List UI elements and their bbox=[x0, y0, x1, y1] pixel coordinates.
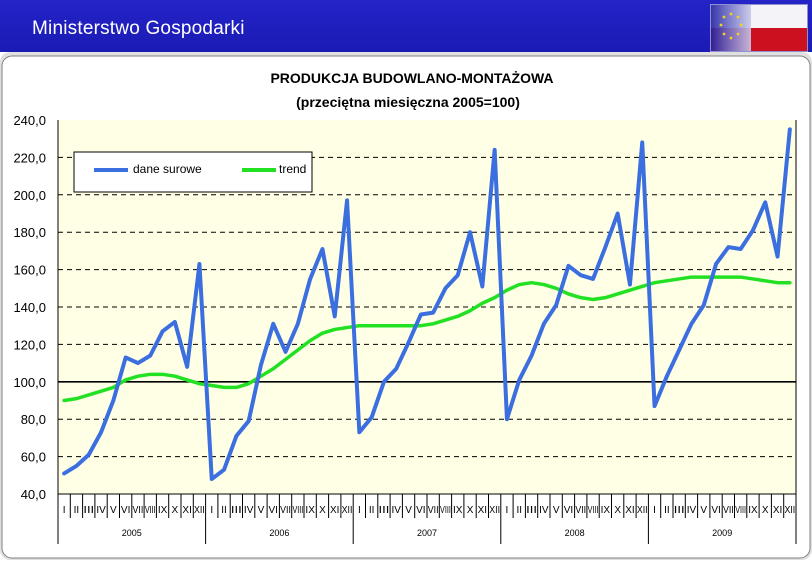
series-line-dane-surowe bbox=[62, 127, 792, 482]
month-label: IX bbox=[453, 505, 463, 516]
month-label: I bbox=[653, 505, 656, 516]
flag-logo bbox=[710, 4, 808, 52]
month-label: X bbox=[762, 505, 769, 516]
month-label: VI bbox=[121, 505, 130, 516]
month-label: V bbox=[553, 505, 560, 516]
y-tick-label: 180,0 bbox=[13, 225, 46, 240]
year-label: 2006 bbox=[269, 528, 289, 538]
year-label: 2008 bbox=[565, 528, 585, 538]
month-label: X bbox=[467, 505, 474, 516]
chart-frame: PRODUKCJA BUDOWLANO-MONTAŻOWA (przeciętn… bbox=[0, 52, 812, 560]
chart: PRODUKCJA BUDOWLANO-MONTAŻOWA (przeciętn… bbox=[1, 55, 811, 559]
month-label: X bbox=[614, 505, 621, 516]
month-label: IV bbox=[392, 505, 402, 516]
y-tick-label: 140,0 bbox=[13, 300, 46, 315]
month-label: V bbox=[110, 505, 117, 516]
month-label: III bbox=[231, 505, 242, 516]
month-label: V bbox=[405, 505, 412, 516]
header-bar: Ministerstwo Gospodarki bbox=[0, 0, 812, 52]
month-label: XII bbox=[342, 505, 353, 516]
month-label: III bbox=[379, 505, 390, 516]
month-label: VI bbox=[711, 505, 720, 516]
month-label: VII bbox=[133, 505, 144, 516]
month-label: VI bbox=[564, 505, 573, 516]
month-label: III bbox=[674, 505, 685, 516]
month-label: XII bbox=[194, 505, 205, 516]
header-title: Ministerstwo Gospodarki bbox=[32, 18, 245, 39]
month-label: VII bbox=[723, 505, 734, 516]
month-label: I bbox=[210, 505, 213, 516]
month-label: XI bbox=[478, 505, 487, 516]
month-label: IX bbox=[748, 505, 758, 516]
month-label: IV bbox=[244, 505, 254, 516]
month-label: X bbox=[319, 505, 326, 516]
year-label: 2005 bbox=[122, 528, 142, 538]
month-label: I bbox=[358, 505, 361, 516]
month-label: II bbox=[74, 505, 80, 516]
month-label: III bbox=[526, 505, 537, 516]
month-label: II bbox=[369, 505, 375, 516]
month-label: IX bbox=[158, 505, 168, 516]
y-tick-label: 160,0 bbox=[13, 263, 46, 278]
month-label: I bbox=[506, 505, 509, 516]
y-tick-label: 200,0 bbox=[13, 188, 46, 203]
month-label: VIII bbox=[735, 505, 746, 516]
month-label: XII bbox=[637, 505, 648, 516]
month-label: IX bbox=[601, 505, 611, 516]
legend: dane surowe trend bbox=[73, 151, 313, 193]
month-label: XI bbox=[182, 505, 191, 516]
month-label: IX bbox=[305, 505, 315, 516]
month-label: II bbox=[221, 505, 227, 516]
month-label: VIII bbox=[588, 505, 599, 516]
month-label: VIII bbox=[440, 505, 451, 516]
month-label: VI bbox=[269, 505, 278, 516]
month-label: XI bbox=[773, 505, 782, 516]
month-label: X bbox=[172, 505, 179, 516]
y-tick-label: 40,0 bbox=[21, 487, 46, 502]
month-label: IV bbox=[687, 505, 697, 516]
month-label: V bbox=[258, 505, 265, 516]
y-tick-label: 240,0 bbox=[13, 113, 46, 128]
month-label: I bbox=[63, 505, 66, 516]
month-label: IV bbox=[539, 505, 549, 516]
month-label: XII bbox=[784, 505, 795, 516]
chart-subtitle: (przeciętna miesięczna 2005=100) bbox=[296, 94, 520, 110]
legend-trend-label: trend bbox=[279, 162, 306, 176]
chart-title: PRODUKCJA BUDOWLANO-MONTAŻOWA bbox=[270, 70, 553, 86]
y-tick-label: 220,0 bbox=[13, 150, 46, 165]
month-label: VI bbox=[416, 505, 425, 516]
month-label: VII bbox=[575, 505, 586, 516]
year-label: 2007 bbox=[417, 528, 437, 538]
month-label: XII bbox=[489, 505, 500, 516]
month-label: VIII bbox=[145, 505, 156, 516]
series-line-trend bbox=[62, 275, 792, 403]
y-tick-label: 60,0 bbox=[21, 450, 46, 465]
month-label: VII bbox=[280, 505, 291, 516]
month-label: VIII bbox=[292, 505, 303, 516]
y-tick-label: 100,0 bbox=[13, 375, 46, 390]
month-label: VII bbox=[428, 505, 439, 516]
legend-raw-label: dane surowe bbox=[133, 162, 202, 176]
month-label: XI bbox=[330, 505, 339, 516]
month-label: II bbox=[516, 505, 522, 516]
month-label: V bbox=[700, 505, 707, 516]
month-label: IV bbox=[96, 505, 106, 516]
y-tick-label: 120,0 bbox=[13, 337, 46, 352]
month-label: II bbox=[664, 505, 670, 516]
month-label: III bbox=[83, 505, 94, 516]
month-label: XI bbox=[625, 505, 634, 516]
y-tick-label: 80,0 bbox=[21, 412, 46, 427]
year-label: 2009 bbox=[712, 528, 732, 538]
